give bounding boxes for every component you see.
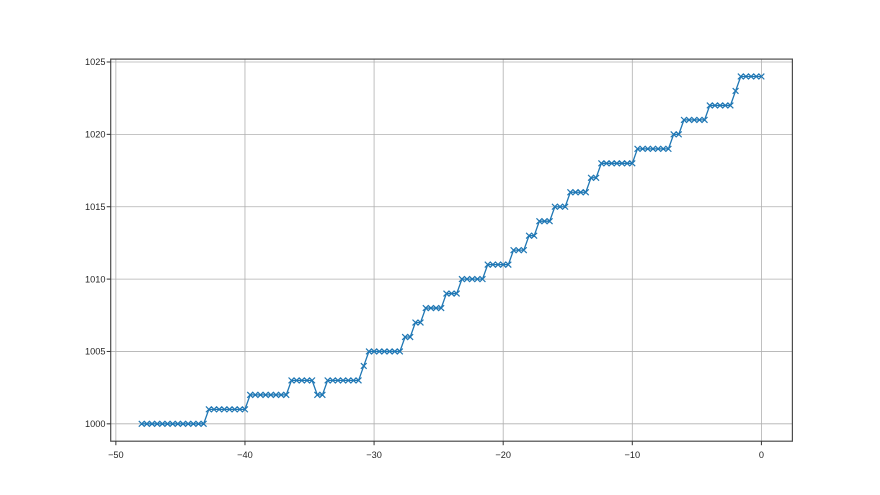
svg-text:1010: 1010 [85,274,105,284]
svg-text:1015: 1015 [85,202,105,212]
svg-text:1025: 1025 [85,57,105,67]
svg-text:1020: 1020 [85,130,105,140]
svg-text:0: 0 [759,450,764,460]
svg-text:−20: −20 [495,450,511,460]
svg-text:−10: −10 [625,450,641,460]
svg-text:−30: −30 [366,450,382,460]
svg-text:1005: 1005 [85,347,105,357]
svg-text:1000: 1000 [85,419,105,429]
svg-text:−50: −50 [108,450,124,460]
svg-text:−40: −40 [237,450,253,460]
